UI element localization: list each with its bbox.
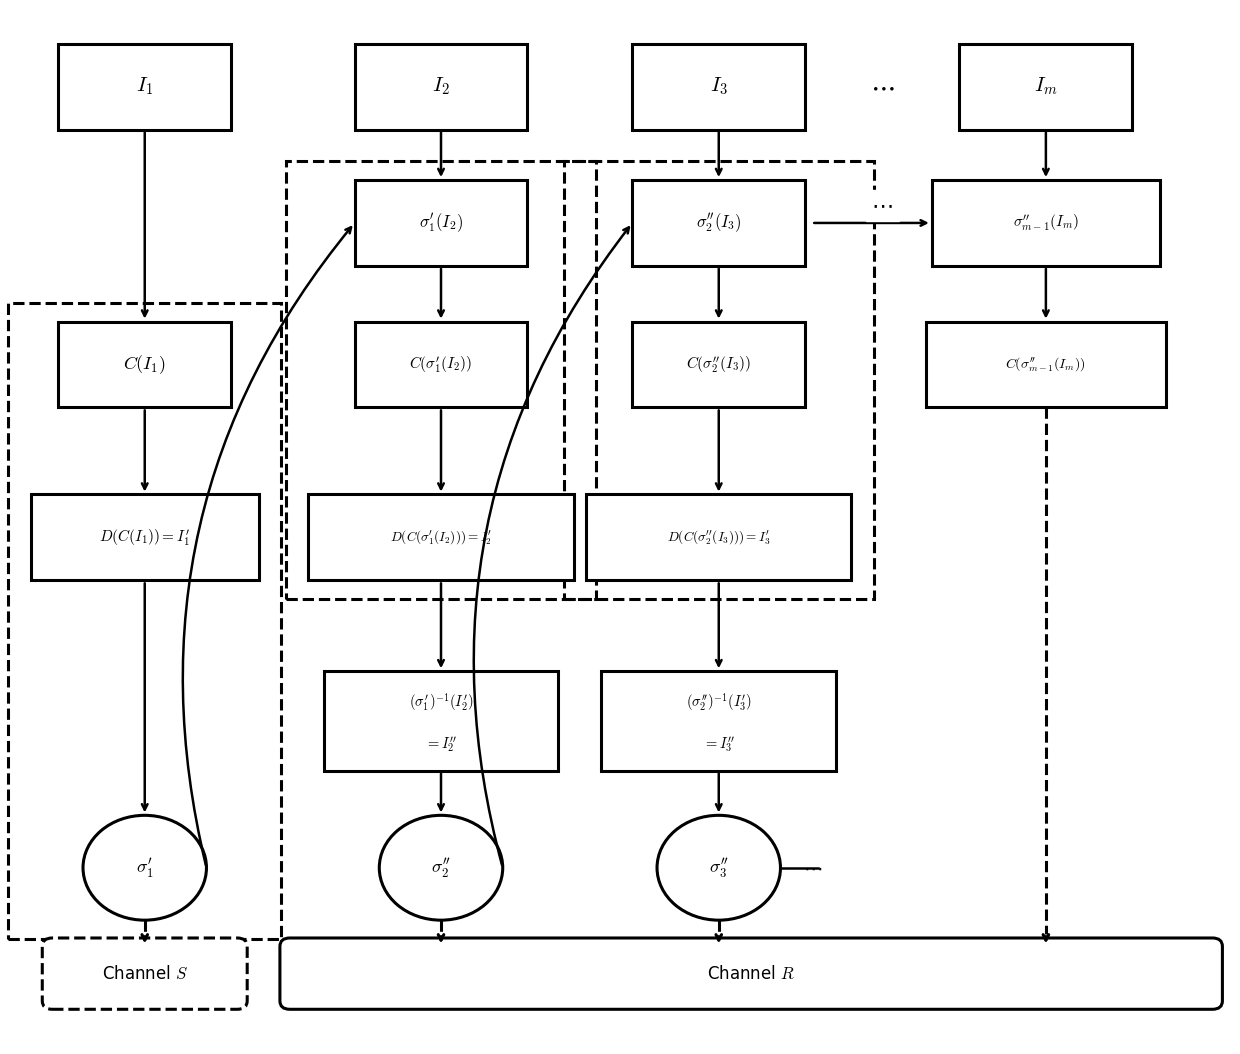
Bar (324, 671, 558, 770)
Text: $D(C(\sigma_1^{\prime}(I_2)))=I_2^{\prime}$: $D(C(\sigma_1^{\prime}(I_2)))=I_2^{\prim… (391, 529, 492, 546)
FancyBboxPatch shape (42, 938, 247, 1010)
Bar (286, 161, 596, 600)
Text: $C(I_1)$: $C(I_1)$ (124, 353, 166, 376)
Text: $C(\sigma_{m-1}^{\prime\prime}(I_m))$: $C(\sigma_{m-1}^{\prime\prime}(I_m))$ (1006, 355, 1086, 373)
Bar (309, 494, 574, 581)
Text: $C(\sigma_2^{\prime\prime}(I_3))$: $C(\sigma_2^{\prime\prime}(I_3))$ (687, 354, 751, 374)
Text: $\sigma_{m-1}^{\prime\prime}(I_m)$: $\sigma_{m-1}^{\prime\prime}(I_m)$ (1013, 213, 1079, 233)
Bar (9, 302, 281, 939)
Text: $D(C(\sigma_2^{\prime\prime}(I_3)))=I_3^{\prime}$: $D(C(\sigma_2^{\prime\prime}(I_3)))=I_3^… (667, 529, 770, 546)
Bar (58, 321, 231, 408)
Text: $I_m$: $I_m$ (1034, 76, 1058, 97)
Text: $=I_3^{\prime\prime}$: $=I_3^{\prime\prime}$ (703, 735, 735, 754)
Bar (355, 321, 527, 408)
Circle shape (379, 816, 502, 920)
Text: $\sigma_1^{\prime}$: $\sigma_1^{\prime}$ (136, 856, 154, 879)
Bar (960, 43, 1132, 130)
Circle shape (657, 816, 780, 920)
Text: $\sigma_1^{\prime}(I_2)$: $\sigma_1^{\prime}(I_2)$ (419, 212, 463, 234)
Bar (355, 43, 527, 130)
FancyBboxPatch shape (280, 938, 1223, 1010)
Text: $(\sigma_1^{\prime})^{-1}(I_2^{\prime})$: $(\sigma_1^{\prime})^{-1}(I_2^{\prime})$ (409, 691, 474, 713)
Bar (355, 180, 527, 266)
Text: $\sigma_2^{\prime\prime}(I_3)$: $\sigma_2^{\prime\prime}(I_3)$ (696, 212, 742, 234)
Bar (587, 494, 852, 581)
Text: $\sigma_2^{\prime\prime}$: $\sigma_2^{\prime\prime}$ (430, 856, 451, 879)
Text: $D(C(I_1))=I_1^{\prime}$: $D(C(I_1))=I_1^{\prime}$ (99, 527, 190, 548)
Text: $I_2$: $I_2$ (432, 76, 450, 97)
Text: $\cdots$: $\cdots$ (870, 73, 894, 100)
Bar (58, 43, 231, 130)
Text: $\sigma_3^{\prime\prime}$: $\sigma_3^{\prime\prime}$ (708, 856, 729, 879)
Bar (632, 180, 805, 266)
Text: $\cdots$: $\cdots$ (802, 858, 822, 877)
Text: $C(\sigma_1^{\prime}(I_2))$: $C(\sigma_1^{\prime}(I_2))$ (409, 354, 472, 374)
Bar (632, 43, 805, 130)
Text: Channel $R$: Channel $R$ (707, 964, 795, 982)
Bar (632, 321, 805, 408)
Text: $(\sigma_2^{\prime\prime})^{-1}(I_3^{\prime})$: $(\sigma_2^{\prime\prime})^{-1}(I_3^{\pr… (686, 691, 751, 713)
Bar (925, 321, 1167, 408)
Circle shape (83, 816, 207, 920)
Bar (31, 494, 259, 581)
Bar (564, 161, 874, 600)
Text: Channel $S$: Channel $S$ (102, 964, 188, 982)
Text: $=I_2^{\prime\prime}$: $=I_2^{\prime\prime}$ (425, 735, 458, 754)
Bar (931, 180, 1161, 266)
Text: $\cdots$: $\cdots$ (872, 196, 893, 216)
Text: $I_3$: $I_3$ (709, 76, 728, 97)
Text: $I_1$: $I_1$ (136, 76, 154, 97)
Bar (601, 671, 836, 770)
